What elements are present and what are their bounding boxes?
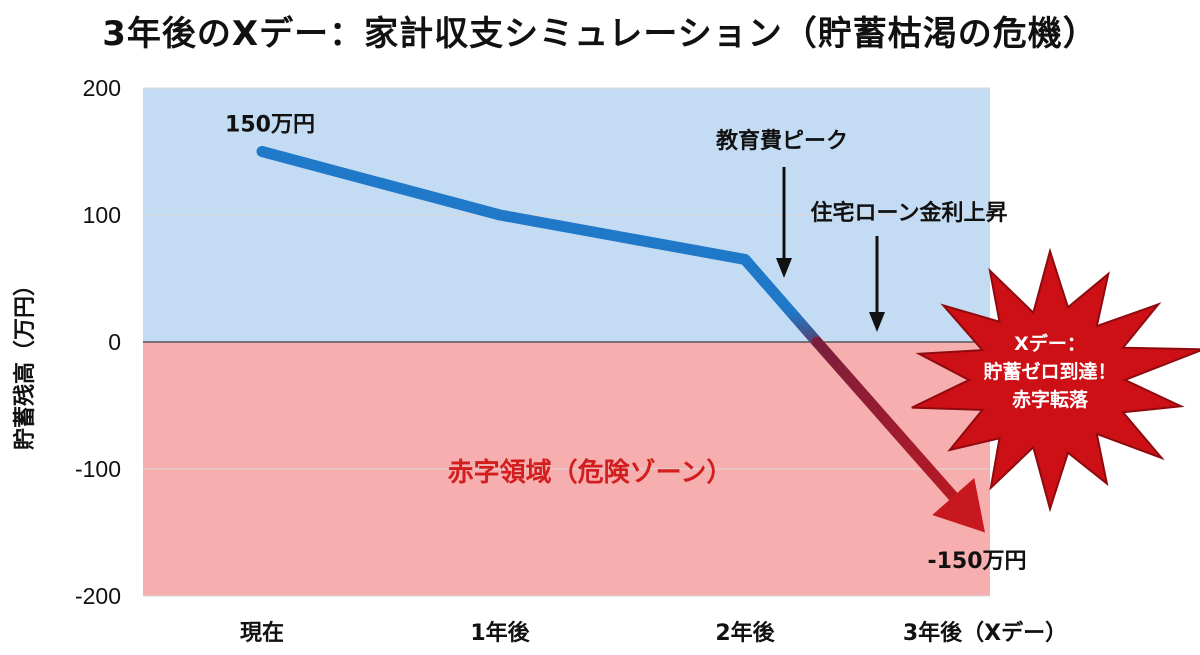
xday-burst-line-1: Xデー： — [1014, 332, 1086, 355]
y-tick-label: 0 — [108, 329, 121, 355]
x-tick-label: 3年後（Xデー） — [903, 620, 1067, 646]
xday-burst-line-3: 赤字転落 — [1012, 388, 1089, 411]
annotation-interest-rise: 住宅ローン金利上昇 — [811, 200, 1008, 226]
series-arrowhead — [932, 477, 985, 533]
x-tick-label: 1年後 — [470, 620, 530, 646]
interest-rise-arrowhead — [869, 312, 885, 332]
xday-burst-star — [911, 247, 1200, 513]
y-tick-label: -200 — [75, 583, 121, 609]
y-tick-label: -100 — [75, 456, 121, 482]
deficit-zone-label: 赤字領域（危険ゾーン） — [448, 457, 733, 488]
data-label-start: 150万円 — [225, 113, 315, 138]
chart-title: 3年後のXデー：家計収支シミュレーション（貯蓄枯渇の危機） — [102, 14, 1098, 54]
y-tick-label: 100 — [83, 202, 121, 228]
y-tick-label: 200 — [83, 75, 121, 101]
annotation-education-peak: 教育費ピーク — [716, 128, 848, 154]
data-label-end: -150万円 — [927, 549, 1026, 574]
education-peak-arrowhead — [776, 258, 792, 278]
series-line-crossing — [739, 253, 823, 348]
x-tick-label: 現在 — [240, 620, 284, 646]
xday-burst-line-2: 貯蓄ゼロ到達！ — [983, 360, 1116, 383]
x-tick-label: 2年後 — [715, 620, 775, 646]
xday-burst: Xデー： 貯蓄ゼロ到達！ 赤字転落 — [911, 247, 1200, 513]
series-line-deficit — [811, 336, 964, 508]
